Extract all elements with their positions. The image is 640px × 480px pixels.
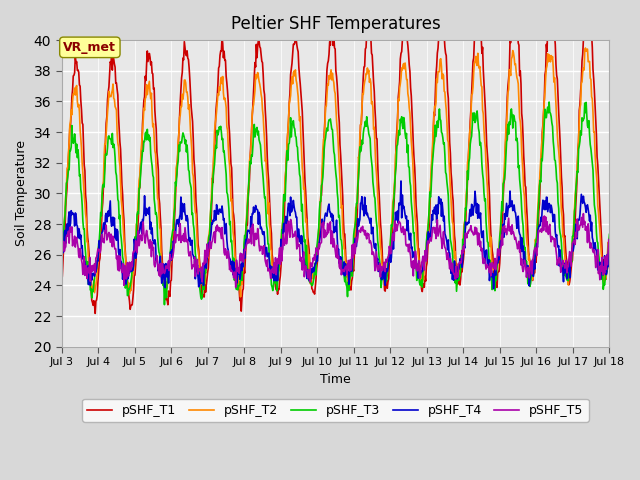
pSHF_T2: [237, 294, 244, 300]
pSHF_T2: [582, 45, 589, 51]
pSHF_T1: [376, 219, 384, 225]
pSHF_T5: [58, 251, 65, 257]
X-axis label: Time: Time: [320, 372, 351, 386]
Line: pSHF_T2: pSHF_T2: [61, 48, 609, 297]
pSHF_T1: [92, 298, 100, 304]
pSHF_T2: [530, 255, 538, 261]
pSHF_T1: [408, 93, 415, 98]
Line: pSHF_T5: pSHF_T5: [61, 214, 609, 287]
pSHF_T5: [391, 218, 399, 224]
pSHF_T4: [58, 258, 65, 264]
pSHF_T4: [474, 216, 482, 221]
pSHF_T1: [530, 271, 538, 276]
pSHF_T2: [376, 245, 384, 251]
pSHF_T1: [605, 245, 613, 251]
pSHF_T5: [408, 264, 415, 269]
pSHF_T4: [92, 270, 99, 276]
Text: VR_met: VR_met: [63, 41, 116, 54]
pSHF_T4: [490, 286, 497, 292]
pSHF_T2: [58, 254, 65, 260]
Legend: pSHF_T1, pSHF_T2, pSHF_T3, pSHF_T4, pSHF_T5: pSHF_T1, pSHF_T2, pSHF_T3, pSHF_T4, pSHF…: [83, 399, 589, 422]
pSHF_T2: [408, 138, 415, 144]
pSHF_T5: [474, 242, 482, 248]
pSHF_T3: [474, 118, 482, 123]
pSHF_T2: [391, 175, 399, 181]
pSHF_T1: [58, 280, 65, 286]
pSHF_T5: [376, 274, 384, 280]
pSHF_T4: [408, 245, 415, 251]
pSHF_T3: [530, 253, 538, 259]
pSHF_T1: [391, 179, 399, 185]
pSHF_T4: [390, 228, 398, 234]
pSHF_T5: [232, 284, 239, 290]
pSHF_T3: [58, 252, 65, 257]
pSHF_T4: [531, 266, 538, 272]
pSHF_T5: [530, 248, 538, 254]
Line: pSHF_T1: pSHF_T1: [61, 0, 609, 313]
pSHF_T1: [92, 311, 99, 316]
pSHF_T3: [605, 231, 613, 237]
pSHF_T5: [92, 270, 99, 276]
pSHF_T4: [397, 178, 405, 184]
Line: pSHF_T4: pSHF_T4: [61, 181, 609, 289]
pSHF_T3: [376, 269, 384, 275]
pSHF_T2: [605, 236, 613, 241]
pSHF_T3: [545, 99, 553, 105]
pSHF_T2: [92, 286, 99, 292]
pSHF_T4: [605, 241, 613, 247]
pSHF_T3: [92, 264, 99, 269]
Y-axis label: Soil Temperature: Soil Temperature: [15, 141, 28, 246]
pSHF_T4: [376, 264, 383, 270]
Title: Peltier SHF Temperatures: Peltier SHF Temperatures: [230, 15, 440, 33]
pSHF_T3: [408, 199, 415, 204]
pSHF_T3: [391, 180, 399, 186]
pSHF_T5: [605, 240, 613, 246]
pSHF_T3: [161, 302, 168, 308]
pSHF_T1: [584, 0, 591, 3]
pSHF_T2: [474, 50, 482, 56]
pSHF_T1: [474, 23, 482, 28]
pSHF_T5: [580, 211, 588, 216]
Line: pSHF_T3: pSHF_T3: [61, 102, 609, 305]
